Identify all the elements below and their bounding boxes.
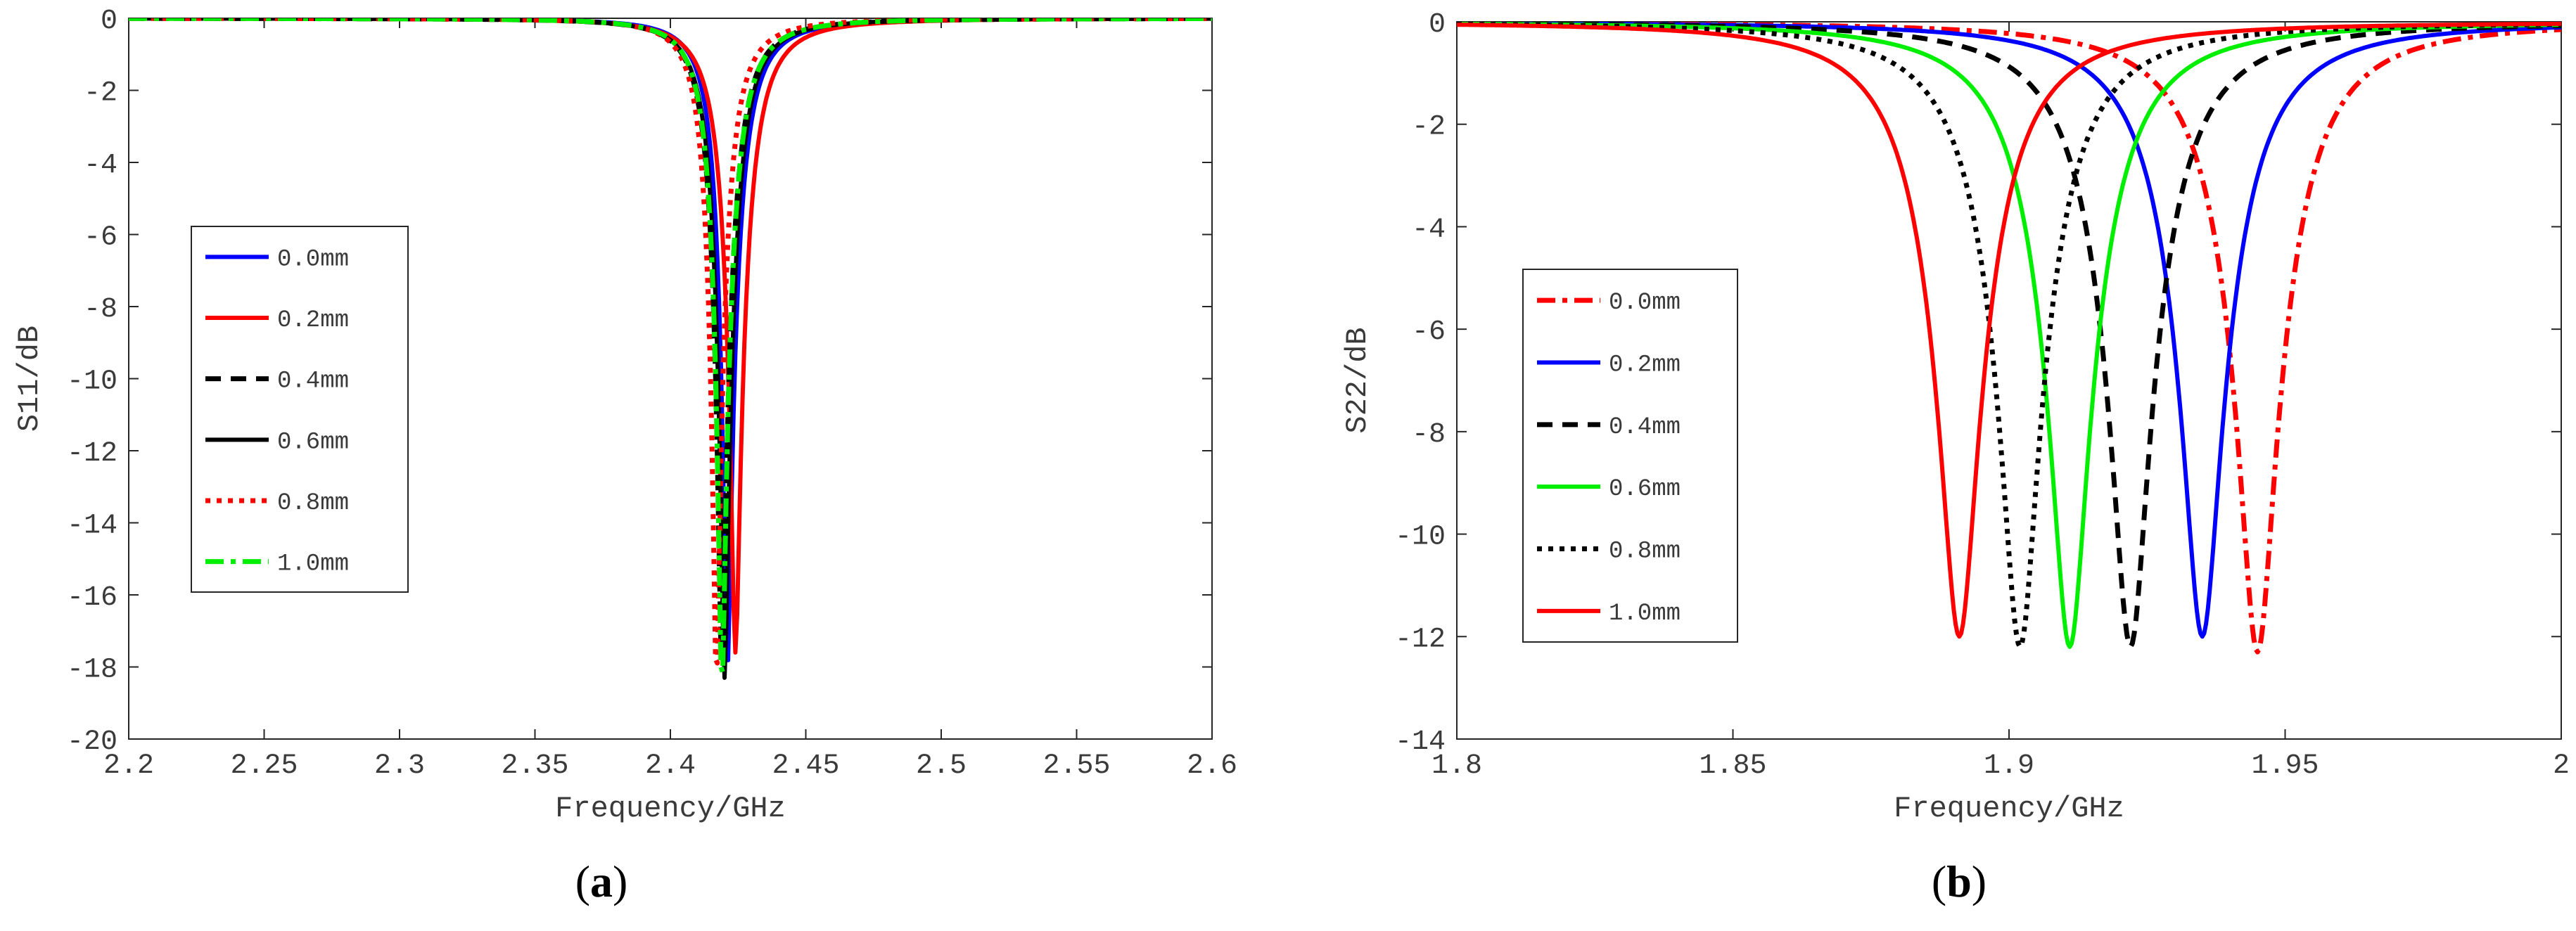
x-tick-label: 2.5 [916, 750, 967, 782]
y-tick-label: -14 [1395, 726, 1446, 758]
x-tick-label: 1.9 [1984, 750, 2034, 782]
y-tick-label: -10 [67, 366, 117, 398]
y-tick-label: -6 [1412, 316, 1446, 348]
y-tick-label: -14 [67, 511, 117, 542]
x-tick-label: 2.45 [772, 750, 839, 782]
x-tick-label: 2.25 [230, 750, 298, 782]
series-line-1-0mm [1457, 22, 2561, 639]
y-tick-label: -16 [67, 582, 117, 614]
x-tick-label: 1.8 [1432, 750, 1482, 782]
y-tick-label: -10 [1395, 522, 1446, 553]
x-tick-label: 2.2 [103, 750, 154, 782]
x-tick-label: 1.85 [1699, 750, 1766, 782]
y-tick-label: 0 [101, 6, 117, 37]
legend-label: 0.0mm [1609, 290, 1681, 316]
y-tick-label: -2 [1412, 112, 1446, 143]
legend-label: 0.6mm [277, 429, 349, 456]
x-tick-label: 1.95 [2251, 750, 2319, 782]
y-axis-label: S11/dB [13, 326, 46, 432]
series-line-0-8mm [129, 18, 1212, 666]
legend-label: 0.4mm [277, 368, 349, 395]
x-axis-label: Frequency/GHz [555, 792, 786, 826]
panel-b: 1.8 1.85 1.9 1.95 2 0 -2 -4 -6 -8 -10 -12 -14 Frequen… [1341, 9, 2570, 906]
legend: 0.0mm 0.2mm 0.4mm 0.6mm 0.8mm 1.0mm [191, 226, 409, 593]
y-tick-label: -12 [1395, 624, 1446, 655]
panel-caption: (b) [1932, 856, 1987, 906]
y-tick-label: -4 [84, 150, 117, 181]
y-tick-label: -18 [67, 655, 117, 686]
y-tick-label: -8 [1412, 419, 1446, 451]
panel-a: 2.2 2.25 2.3 2.35 2.4 2.45 2.5 2.55 2.6 0 -2 -4 -6 -8… [13, 6, 1237, 906]
legend: 0.0mm 0.2mm 0.4mm 0.6mm 0.8mm 1.0mm [1522, 269, 1738, 643]
legend-label: 0.4mm [1609, 414, 1681, 441]
y-tick-label: 0 [1429, 9, 1446, 41]
y-tick-label: -12 [67, 438, 117, 470]
legend-label: 1.0mm [1609, 601, 1681, 627]
y-tick-label: -8 [84, 294, 117, 326]
legend-label: 0.2mm [1609, 352, 1681, 379]
y-tick-label: -20 [67, 726, 117, 758]
legend-label: 0.0mm [277, 246, 349, 273]
series-line-0-0mm [1457, 22, 2561, 655]
x-tick-label: 2.6 [1187, 750, 1237, 782]
x-tick-label: 2.55 [1042, 750, 1110, 782]
x-tick-label: 2 [2553, 750, 2570, 782]
panel-caption: (a) [575, 856, 628, 906]
x-tick-label: 2.3 [374, 750, 425, 782]
y-tick-label: -2 [84, 78, 117, 110]
legend-box [191, 226, 409, 593]
legend-box [1522, 269, 1738, 643]
y-axis-label: S22/dB [1341, 327, 1375, 433]
legend-label: 0.2mm [277, 307, 349, 334]
y-tick-label: -6 [84, 222, 117, 254]
series-group [1457, 22, 2561, 655]
legend-label: 1.0mm [277, 551, 349, 578]
legend-label: 0.8mm [1609, 539, 1681, 565]
x-tick-label: 2.35 [501, 750, 568, 782]
legend-label: 0.8mm [277, 490, 349, 517]
x-axis-label: Frequency/GHz [1894, 792, 2124, 826]
y-tick-label: -4 [1412, 214, 1446, 245]
series-group [129, 18, 1212, 680]
x-tick-label: 2.4 [645, 750, 696, 782]
legend-label: 0.6mm [1609, 476, 1681, 503]
